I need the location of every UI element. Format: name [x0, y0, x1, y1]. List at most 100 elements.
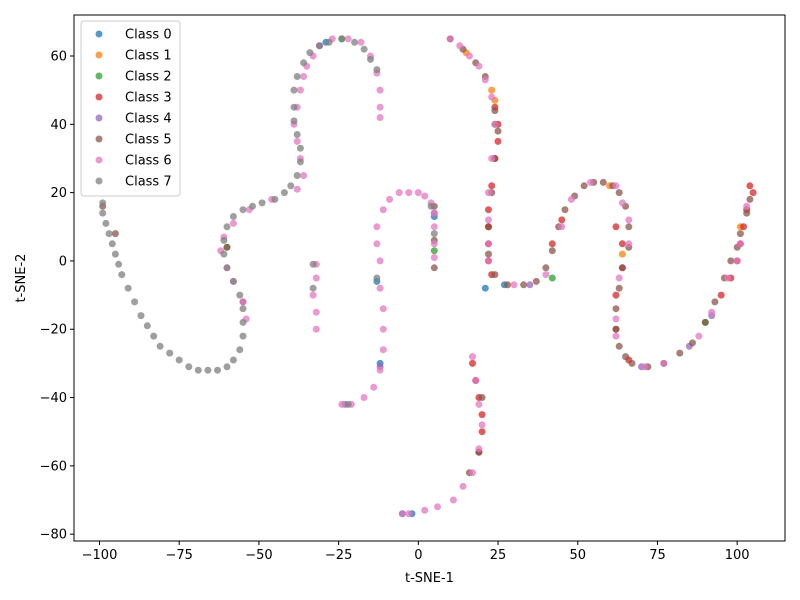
legend-marker [95, 114, 103, 122]
legend-box [80, 20, 181, 197]
data-point [488, 155, 496, 162]
data-point [736, 230, 744, 238]
data-point [296, 158, 304, 166]
data-point [379, 206, 387, 214]
data-point [296, 144, 304, 152]
data-point [293, 185, 301, 193]
data-point [599, 178, 607, 186]
data-point [312, 274, 320, 282]
data-point [131, 298, 139, 306]
data-point [398, 510, 406, 518]
points-layer [99, 35, 757, 518]
data-point [488, 93, 496, 101]
data-point [293, 137, 301, 145]
data-point [612, 223, 620, 231]
legend-label: Class 6 [125, 154, 172, 169]
data-point [532, 277, 540, 285]
data-point [465, 52, 473, 60]
data-point [615, 189, 623, 197]
data-point [376, 284, 384, 292]
data-point [220, 236, 228, 244]
data-point [376, 366, 384, 374]
data-point [504, 281, 512, 289]
data-point [612, 182, 620, 190]
x-tick-label: −50 [245, 548, 272, 563]
data-point [481, 76, 489, 84]
x-tick-label: 0 [414, 548, 422, 563]
data-point [488, 182, 496, 190]
data-point [469, 359, 476, 367]
data-point [746, 195, 754, 203]
data-point [472, 377, 480, 384]
data-point [379, 325, 387, 333]
data-point [430, 209, 438, 217]
legend: Class 0 Class 1 Class 2 Class 3 Class 4 Class… [80, 20, 181, 197]
data-point [628, 359, 636, 367]
data-point [724, 274, 732, 282]
data-point [236, 346, 244, 354]
data-point [360, 394, 368, 401]
data-point [625, 240, 633, 248]
data-point [558, 223, 566, 231]
data-point [223, 363, 231, 371]
x-axis-ticks: −100 −75 −50 −25 0 25 50 75 100 [82, 541, 750, 563]
y-tick-label: 20 [50, 186, 67, 201]
data-point [239, 332, 247, 340]
data-point [612, 305, 620, 313]
data-point [376, 257, 384, 265]
data-point [124, 284, 132, 292]
data-point [485, 250, 492, 258]
data-point [214, 366, 221, 374]
data-point [711, 298, 719, 306]
legend-label: Class 3 [125, 91, 172, 106]
x-tick-label: 50 [569, 548, 586, 563]
data-point [740, 223, 748, 231]
legend-marker [95, 72, 103, 80]
data-point [427, 202, 435, 210]
data-point [312, 308, 320, 316]
data-point [137, 312, 145, 320]
data-point [475, 62, 483, 70]
data-point [108, 240, 116, 248]
data-point [379, 305, 387, 313]
data-point [587, 178, 594, 186]
data-point [293, 172, 301, 179]
legend-marker [95, 156, 103, 164]
data-point [430, 240, 438, 248]
data-point [749, 189, 757, 197]
data-point [485, 240, 492, 248]
data-point [615, 342, 623, 350]
legend-label: Class 4 [125, 112, 172, 127]
data-point [287, 182, 295, 190]
data-point [229, 213, 237, 220]
y-axis-ticks: −80 −60 −40 −20 0 20 40 60 [40, 49, 74, 543]
data-point [491, 107, 499, 115]
data-point [421, 506, 429, 514]
data-point [367, 55, 374, 63]
data-point [567, 195, 575, 203]
data-point [459, 482, 467, 490]
data-point [485, 189, 492, 197]
data-point [430, 254, 438, 261]
data-point [309, 291, 317, 299]
data-point [736, 240, 744, 248]
data-point [405, 510, 413, 518]
data-point [223, 243, 231, 251]
data-point [494, 127, 502, 135]
data-point [271, 195, 279, 203]
data-point [478, 394, 486, 401]
data-point [376, 114, 384, 121]
data-point [485, 206, 492, 214]
data-point [290, 117, 298, 125]
data-point [379, 346, 387, 354]
data-point [290, 103, 298, 111]
data-point [430, 247, 438, 255]
data-point [469, 469, 476, 477]
data-point [229, 356, 237, 364]
data-point [526, 281, 534, 289]
data-point [386, 195, 394, 203]
data-point [249, 202, 256, 210]
data-point [542, 264, 550, 272]
data-point [676, 349, 684, 357]
data-point [542, 271, 550, 279]
